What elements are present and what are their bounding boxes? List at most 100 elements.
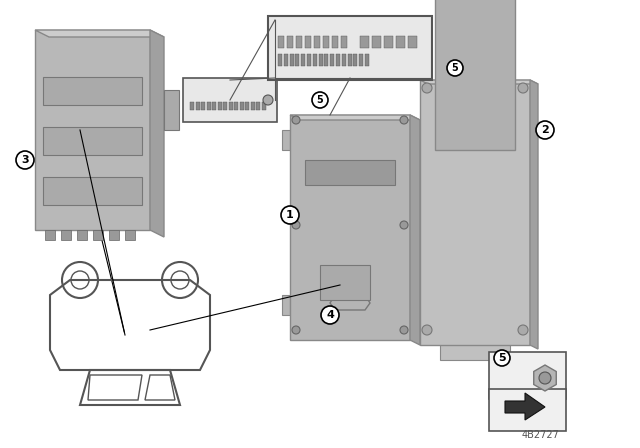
Bar <box>234 102 238 110</box>
Bar <box>262 102 266 110</box>
Bar <box>45 230 55 240</box>
Bar <box>372 36 381 48</box>
Bar <box>278 54 282 66</box>
Bar <box>330 54 334 66</box>
Circle shape <box>281 206 299 224</box>
Polygon shape <box>150 30 164 237</box>
Bar <box>320 265 370 300</box>
Bar <box>314 36 320 48</box>
Circle shape <box>312 92 328 108</box>
Bar <box>218 102 221 110</box>
Text: 2: 2 <box>541 125 549 135</box>
Bar <box>43 127 142 155</box>
Bar <box>282 295 290 315</box>
Bar <box>440 340 510 360</box>
Polygon shape <box>35 30 150 230</box>
Bar <box>239 102 243 110</box>
Polygon shape <box>410 115 420 345</box>
Circle shape <box>518 325 528 335</box>
Circle shape <box>321 306 339 324</box>
Bar <box>282 130 290 150</box>
Bar <box>223 102 227 110</box>
Bar <box>396 36 405 48</box>
Circle shape <box>400 221 408 229</box>
Polygon shape <box>534 365 556 391</box>
Bar <box>348 54 351 66</box>
Bar <box>319 54 323 66</box>
Bar <box>305 160 395 185</box>
Polygon shape <box>335 295 367 299</box>
Bar <box>250 102 255 110</box>
Bar <box>341 36 347 48</box>
Circle shape <box>422 83 432 93</box>
Circle shape <box>536 121 554 139</box>
Bar <box>43 77 142 105</box>
Circle shape <box>400 116 408 124</box>
Bar <box>296 36 302 48</box>
Circle shape <box>447 60 463 76</box>
Bar <box>164 90 179 130</box>
Text: 5: 5 <box>498 353 506 363</box>
Polygon shape <box>290 115 420 120</box>
Bar <box>323 36 329 48</box>
Circle shape <box>292 221 300 229</box>
Polygon shape <box>530 80 538 349</box>
Text: 1: 1 <box>286 210 294 220</box>
Bar <box>313 54 317 66</box>
Bar <box>359 54 364 66</box>
Bar <box>301 54 305 66</box>
Circle shape <box>292 116 300 124</box>
Polygon shape <box>420 80 530 345</box>
Text: 4: 4 <box>326 310 334 320</box>
Bar <box>77 230 87 240</box>
Circle shape <box>539 372 551 384</box>
Bar <box>290 54 294 66</box>
Bar <box>43 177 142 205</box>
Text: 5: 5 <box>452 63 458 73</box>
Bar <box>125 230 135 240</box>
Bar <box>109 230 119 240</box>
Bar <box>408 36 417 48</box>
Bar <box>332 36 338 48</box>
Bar <box>190 102 194 110</box>
Bar <box>93 230 103 240</box>
Polygon shape <box>420 80 538 84</box>
Bar <box>360 36 369 48</box>
FancyBboxPatch shape <box>183 78 277 122</box>
Circle shape <box>292 326 300 334</box>
Bar <box>410 130 418 150</box>
Bar <box>296 54 300 66</box>
FancyBboxPatch shape <box>489 352 566 399</box>
Bar <box>195 102 200 110</box>
Bar <box>287 36 293 48</box>
Text: 3: 3 <box>21 155 29 165</box>
Bar <box>342 54 346 66</box>
Bar <box>365 54 369 66</box>
Bar <box>305 36 311 48</box>
Circle shape <box>400 326 408 334</box>
Bar <box>324 54 328 66</box>
Bar <box>212 102 216 110</box>
Bar <box>384 36 393 48</box>
Polygon shape <box>290 115 410 340</box>
Circle shape <box>494 350 510 366</box>
Bar <box>353 54 357 66</box>
Bar <box>207 102 211 110</box>
Bar <box>278 36 284 48</box>
Text: 4B2727: 4B2727 <box>521 430 559 440</box>
Bar <box>256 102 260 110</box>
Bar <box>435 0 515 150</box>
Bar <box>284 54 288 66</box>
Bar <box>245 102 249 110</box>
Circle shape <box>422 325 432 335</box>
Bar <box>307 54 311 66</box>
Bar <box>61 230 71 240</box>
Circle shape <box>16 151 34 169</box>
Circle shape <box>518 83 528 93</box>
Text: 5: 5 <box>317 95 323 105</box>
Polygon shape <box>35 30 164 37</box>
FancyBboxPatch shape <box>489 389 566 431</box>
Bar <box>336 54 340 66</box>
Bar <box>410 295 418 315</box>
Bar <box>201 102 205 110</box>
